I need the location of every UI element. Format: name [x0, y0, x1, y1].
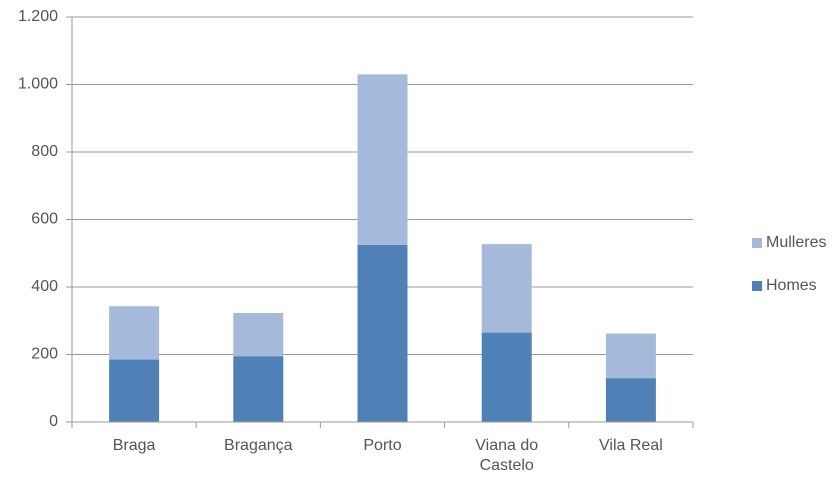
- y-tick-label: 600: [31, 211, 58, 228]
- legend-swatch: [752, 238, 762, 248]
- legend-label: Homes: [766, 277, 817, 294]
- y-tick-label: 1.200: [18, 8, 58, 25]
- x-tick-label: Vila Real: [599, 437, 663, 454]
- bar-segment: [357, 244, 408, 422]
- x-tick-label: Braga: [113, 437, 156, 454]
- y-tick-label: 400: [31, 278, 58, 295]
- y-tick-label: 800: [31, 143, 58, 160]
- bar-segment: [109, 359, 160, 422]
- legend-label: Mulleres: [766, 234, 826, 251]
- x-tick-label: Porto: [363, 437, 401, 454]
- bar-segment: [233, 312, 284, 357]
- bar-segment: [605, 333, 656, 379]
- y-tick-label: 0: [49, 413, 58, 430]
- y-tick-label: 1.000: [18, 76, 58, 93]
- y-tick-label: 200: [31, 346, 58, 363]
- bar-segment: [605, 378, 656, 422]
- x-tick-label: Viana do Castelo: [475, 437, 538, 474]
- legend-swatch: [752, 281, 762, 291]
- bar-segment: [233, 356, 284, 422]
- bar-segment: [109, 306, 160, 360]
- bar-segment: [357, 74, 408, 245]
- x-tick-label: Bragança: [224, 437, 293, 454]
- bar-segment: [481, 244, 532, 333]
- bar-segment: [481, 332, 532, 422]
